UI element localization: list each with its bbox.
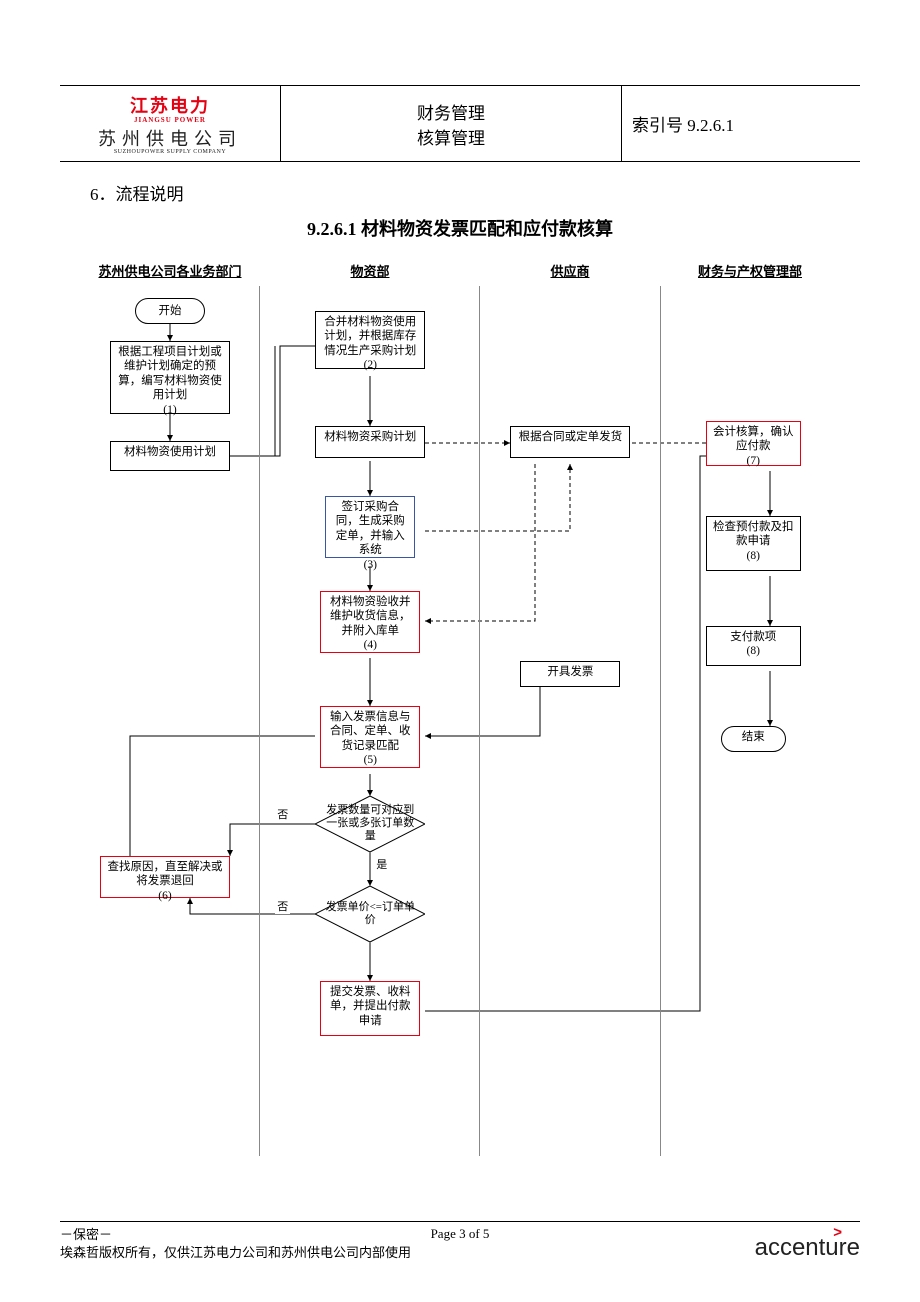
label-d1-no: 否 (275, 806, 290, 822)
node-1: 根据工程项目计划或维护计划确定的预算，编写材料物资使用计划(1) (110, 341, 230, 414)
node-end: 结束 (721, 726, 786, 752)
node-6: 查找原因，直至解决或将发票退回(6) (100, 856, 230, 898)
logo-cell: 江苏电力 JIANGSU POWER 苏州供电公司 SUZHOUPOWER SU… (60, 86, 281, 162)
node-start: 开始 (135, 298, 205, 324)
footer-left: －保密－ 埃森哲版权所有，仅供江苏电力公司和苏州供电公司内部使用 (60, 1226, 411, 1262)
header-right: 索引号 9.2.6.1 (622, 86, 861, 162)
node-2b: 材料物资采购计划 (315, 426, 425, 458)
lane-2: 合并材料物资使用计划，并根据库存情况生产采购计划(2) 材料物资采购计划 签订采… (260, 286, 480, 1156)
node-submit: 提交发票、收料单，并提出付款申请 (320, 981, 420, 1036)
node-supplier-ship: 根据合同或定单发货 (510, 426, 630, 458)
lane-3: 根据合同或定单发货 开具发票 (480, 286, 660, 1156)
section-number: 6．流程说明 (90, 180, 860, 205)
node-supplier-invoice: 开具发票 (520, 661, 620, 687)
decision-2-label: 发票单价<=订单单价 (325, 901, 415, 927)
logo-bottom: 苏州供电公司 (70, 125, 270, 151)
header-mid-line1: 财务管理 (291, 99, 611, 124)
decision-2: 发票单价<=订单单价 (315, 886, 425, 942)
node-8b: 支付款项(8) (706, 626, 801, 666)
node-5: 输入发票信息与合同、定单、收货记录匹配(5) (320, 706, 420, 768)
logo-top: 江苏电力 (70, 92, 270, 118)
swimlane-body: 开始 根据工程项目计划或维护计划确定的预算，编写材料物资使用计划(1) 材料物资… (80, 286, 840, 1156)
header-table: 江苏电力 JIANGSU POWER 苏州供电公司 SUZHOUPOWER SU… (60, 85, 860, 162)
decision-1: 发票数量可对应到一张或多张订单数量 (315, 796, 425, 852)
swimlane-headers: 苏州供电公司各业务部门 物资部 供应商 财务与产权管理部 (80, 261, 840, 280)
lane-1: 开始 根据工程项目计划或维护计划确定的预算，编写材料物资使用计划(1) 材料物资… (80, 286, 260, 1156)
label-d2-no: 否 (275, 898, 290, 914)
footer-copyright: 埃森哲版权所有，仅供江苏电力公司和苏州供电公司内部使用 (60, 1244, 411, 1262)
accenture-caret-icon: > (833, 1224, 842, 1241)
accenture-logo: > accenture (755, 1234, 860, 1262)
node-1b: 材料物资使用计划 (110, 441, 230, 471)
node-3: 签订采购合同，生成采购定单，并输入系统(3) (325, 496, 415, 558)
doc-title: 9.2.6.1 材料物资发票匹配和应付款核算 (60, 215, 860, 241)
node-4: 材料物资验收并维护收货信息，并附入库单(4) (320, 591, 420, 653)
node-8: 检查预付款及扣款申请(8) (706, 516, 801, 571)
lane-header-3: 供应商 (480, 261, 660, 280)
label-d1-yes: 是 (374, 856, 389, 872)
flowchart: 苏州供电公司各业务部门 物资部 供应商 财务与产权管理部 (80, 261, 840, 1156)
node-2: 合并材料物资使用计划，并根据库存情况生产采购计划(2) (315, 311, 425, 369)
document-page: 江苏电力 JIANGSU POWER 苏州供电公司 SUZHOUPOWER SU… (0, 0, 920, 1302)
header-mid: 财务管理 核算管理 (281, 86, 622, 162)
header-mid-line2: 核算管理 (291, 124, 611, 149)
footer-page: Page 3 of 5 (431, 1226, 490, 1242)
lane-header-2: 物资部 (260, 261, 480, 280)
lane-4: 会计核算，确认应付款(7) 检查预付款及扣款申请(8) 支付款项(8) 结束 (661, 286, 840, 1156)
logo-top-sub: JIANGSU POWER (70, 116, 270, 124)
footer-confidential: －保密－ (60, 1226, 411, 1244)
accenture-text: accenture (755, 1234, 860, 1261)
footer: －保密－ 埃森哲版权所有，仅供江苏电力公司和苏州供电公司内部使用 Page 3 … (60, 1221, 860, 1262)
decision-1-label: 发票数量可对应到一张或多张订单数量 (325, 804, 415, 844)
lane-header-4: 财务与产权管理部 (660, 261, 840, 280)
lane-header-1: 苏州供电公司各业务部门 (80, 261, 260, 280)
node-7: 会计核算，确认应付款(7) (706, 421, 801, 466)
